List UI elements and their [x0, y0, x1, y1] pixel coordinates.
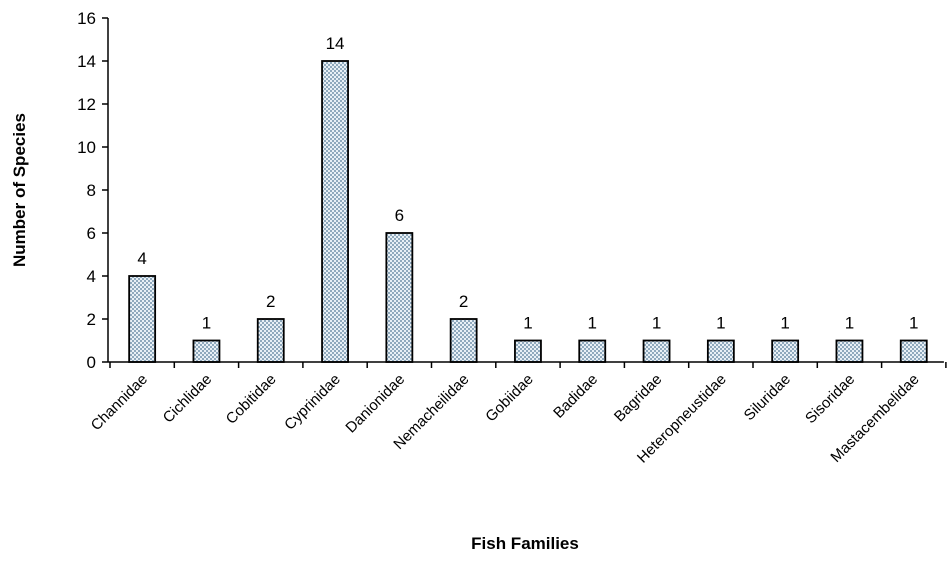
data-label: 1 — [523, 314, 532, 333]
x-tick-label: Danionidae — [342, 371, 408, 437]
bar-heteropneustidae — [706, 339, 735, 363]
x-tick-label: Siluridae — [741, 371, 794, 424]
data-label: 1 — [202, 314, 211, 333]
data-label: 1 — [845, 314, 854, 333]
data-label: 14 — [326, 34, 345, 53]
data-label: 2 — [266, 292, 275, 311]
x-tick-label: Gobiidae — [482, 371, 536, 425]
bars: 4 1 2 14 6 2 1 1 1 1 1 1 1 — [128, 34, 928, 363]
bar-mastacembelidae — [899, 339, 928, 363]
bar-danionidae — [385, 232, 414, 363]
y-tick-label: 2 — [87, 310, 96, 329]
y-tick-label: 10 — [77, 138, 96, 157]
data-label: 1 — [909, 314, 918, 333]
bar-cyprinidae — [321, 60, 349, 363]
data-label: 6 — [395, 206, 404, 225]
data-label: 1 — [716, 314, 725, 333]
y-tick-label: 12 — [77, 95, 96, 114]
data-label: 1 — [588, 314, 597, 333]
bar-channidae — [128, 275, 157, 363]
x-tick-label: Cobitidae — [223, 371, 280, 428]
bar-cobitidae — [256, 318, 285, 363]
y-tick-label: 6 — [87, 224, 96, 243]
bar-badidae — [578, 339, 607, 363]
y-axis-title: Number of Species — [10, 113, 29, 267]
bar-sisoridae — [835, 339, 864, 363]
y-tick-label: 14 — [77, 52, 96, 71]
y-tick-label: 8 — [87, 181, 96, 200]
data-label: 1 — [652, 314, 661, 333]
y-tick-label: 4 — [87, 267, 96, 286]
data-label: 1 — [780, 314, 789, 333]
x-tick-label: Cichlidae — [160, 371, 216, 427]
y-tick-label: 16 — [77, 9, 96, 28]
x-tick-label: Bagridae — [611, 371, 665, 425]
x-axis: Channidae Cichlidae Cobitidae CyprinidaeDan… — [88, 361, 947, 467]
bar-nemacheilidae — [449, 318, 478, 363]
bar-gobiidae — [514, 339, 542, 363]
bar-siluridae — [771, 339, 800, 363]
bar-bagridae — [642, 339, 671, 363]
y-axis: 0 2 4 6 8 10 12 14 16 — [77, 9, 109, 372]
x-tick-label: Cyprinidae — [281, 371, 344, 434]
bar-cichlidae — [192, 339, 221, 363]
data-label: 4 — [137, 249, 146, 268]
x-tick-label: Badidae — [550, 371, 601, 422]
data-label: 2 — [459, 292, 468, 311]
x-tick-label: Sisoridae — [802, 371, 858, 427]
x-tick-label: Channidae — [88, 371, 151, 434]
x-axis-title: Fish Families — [471, 534, 579, 553]
y-tick-label: 0 — [87, 353, 96, 372]
